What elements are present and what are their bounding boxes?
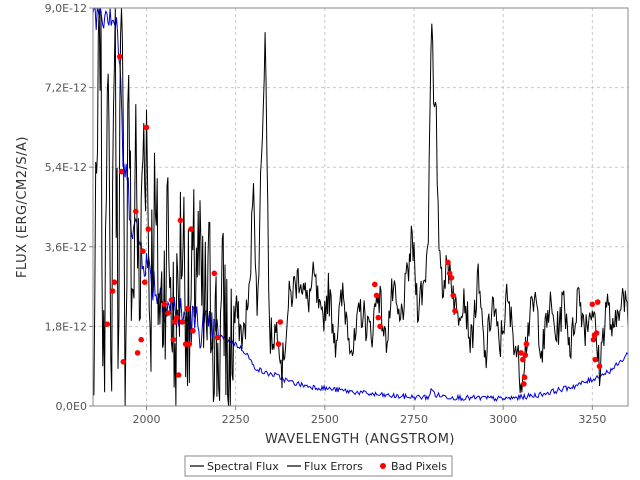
- bad-pixel-point: [373, 292, 380, 299]
- bad-pixel-point: [277, 319, 284, 325]
- bad-pixel-point: [590, 336, 597, 343]
- bad-pixel-point: [104, 321, 111, 328]
- y-tick-label: 1,8E-12: [45, 320, 87, 333]
- bad-pixel-point: [589, 301, 596, 308]
- bad-pixel-point: [133, 208, 139, 215]
- x-axis-title: WAVELENGTH (ANGSTROM): [265, 432, 455, 447]
- bad-pixel-point: [174, 314, 180, 321]
- bad-pixels-series: [104, 53, 603, 387]
- bad-pixel-point: [138, 336, 144, 343]
- bad-pixel-point: [520, 356, 526, 363]
- bad-pixel-point: [377, 323, 383, 330]
- bad-pixel-point: [143, 124, 150, 131]
- bad-pixel-point: [215, 334, 221, 341]
- bad-pixel-point: [448, 275, 455, 281]
- y-axis-title: FLUX (ERG/CM2/S/A): [15, 136, 30, 278]
- bad-pixel-point: [522, 352, 529, 358]
- spectral-flux-line: [92, 7, 629, 407]
- bad-pixel-point: [141, 279, 148, 286]
- bad-pixel-point: [596, 363, 603, 370]
- bad-pixel-point: [170, 336, 177, 343]
- bad-pixel-point: [111, 279, 118, 286]
- y-tick-label: 3,6E-12: [45, 241, 87, 254]
- x-axis-ticks: 2000 2250 2500 2750 3000 3250: [133, 406, 606, 426]
- plot-frame: [92, 7, 629, 407]
- x-tick-label: 2000: [133, 413, 161, 426]
- bad-pixel-point: [593, 330, 600, 336]
- bad-pixel-point: [452, 308, 458, 314]
- y-axis-ticks: 0,0E0 1,8E-12 3,6E-12 5,4E-12 7,2E-12 9,0E-12: [45, 2, 93, 413]
- bad-pixel-point: [179, 319, 185, 325]
- bad-pixel-point: [120, 359, 127, 365]
- bad-pixel-point: [521, 381, 527, 387]
- bad-pixel-point: [211, 270, 218, 277]
- bad-pixel-point: [190, 328, 196, 334]
- bad-pixel-point: [188, 226, 194, 232]
- legend-label-bad-pixels: Bad Pixels: [391, 460, 447, 473]
- bad-pixel-point: [594, 299, 601, 305]
- bad-pixel-point: [118, 168, 125, 175]
- bad-pixel-point: [109, 288, 116, 294]
- bad-pixel-point: [172, 319, 178, 325]
- legend: Spectral Flux Flux Errors Bad Pixels: [184, 455, 453, 477]
- bad-pixel-point: [446, 270, 453, 277]
- x-tick-label: 3000: [489, 413, 517, 426]
- bad-pixel-point: [592, 356, 598, 363]
- bad-pixel-point: [117, 53, 123, 60]
- x-tick-label: 2250: [222, 413, 250, 426]
- bad-pixel-point: [523, 341, 530, 347]
- bad-pixel-point: [175, 372, 182, 378]
- flux-errors-line: [92, 7, 629, 402]
- bad-pixel-point: [168, 297, 175, 303]
- bad-pixel-point: [518, 350, 524, 356]
- bad-pixel-point: [521, 374, 528, 381]
- legend-marker-bad-pixels: [380, 463, 386, 469]
- bad-pixel-point: [275, 341, 282, 347]
- y-tick-label: 0,0E0: [56, 400, 87, 413]
- bad-pixel-point: [145, 226, 152, 232]
- x-tick-label: 2500: [311, 413, 339, 426]
- bad-pixel-point: [375, 314, 382, 321]
- y-tick-label: 9,0E-12: [45, 2, 87, 15]
- bad-pixel-point: [165, 310, 171, 316]
- legend-box: [184, 455, 453, 477]
- plot-background: [93, 8, 628, 406]
- spectral-flux-series: [92, 7, 629, 407]
- flux-errors-series: [92, 7, 629, 402]
- bad-pixel-point: [445, 259, 451, 266]
- bad-pixel-point: [177, 217, 184, 224]
- x-tick-label: 3250: [578, 413, 606, 426]
- bad-pixel-point: [372, 281, 378, 288]
- bad-pixel-point: [134, 350, 141, 356]
- bad-pixel-point: [161, 301, 168, 308]
- bad-pixel-point: [186, 341, 193, 347]
- y-tick-label: 5,4E-12: [45, 161, 87, 174]
- bad-pixel-point: [450, 292, 457, 299]
- y-tick-label: 7,2E-12: [45, 82, 87, 95]
- legend-label-flux-errors: Flux Errors: [304, 460, 363, 473]
- legend-label-spectral-flux: Spectral Flux: [207, 460, 279, 473]
- x-tick-label: 2750: [400, 413, 428, 426]
- bad-pixel-point: [140, 248, 146, 254]
- bad-pixel-point: [184, 305, 191, 312]
